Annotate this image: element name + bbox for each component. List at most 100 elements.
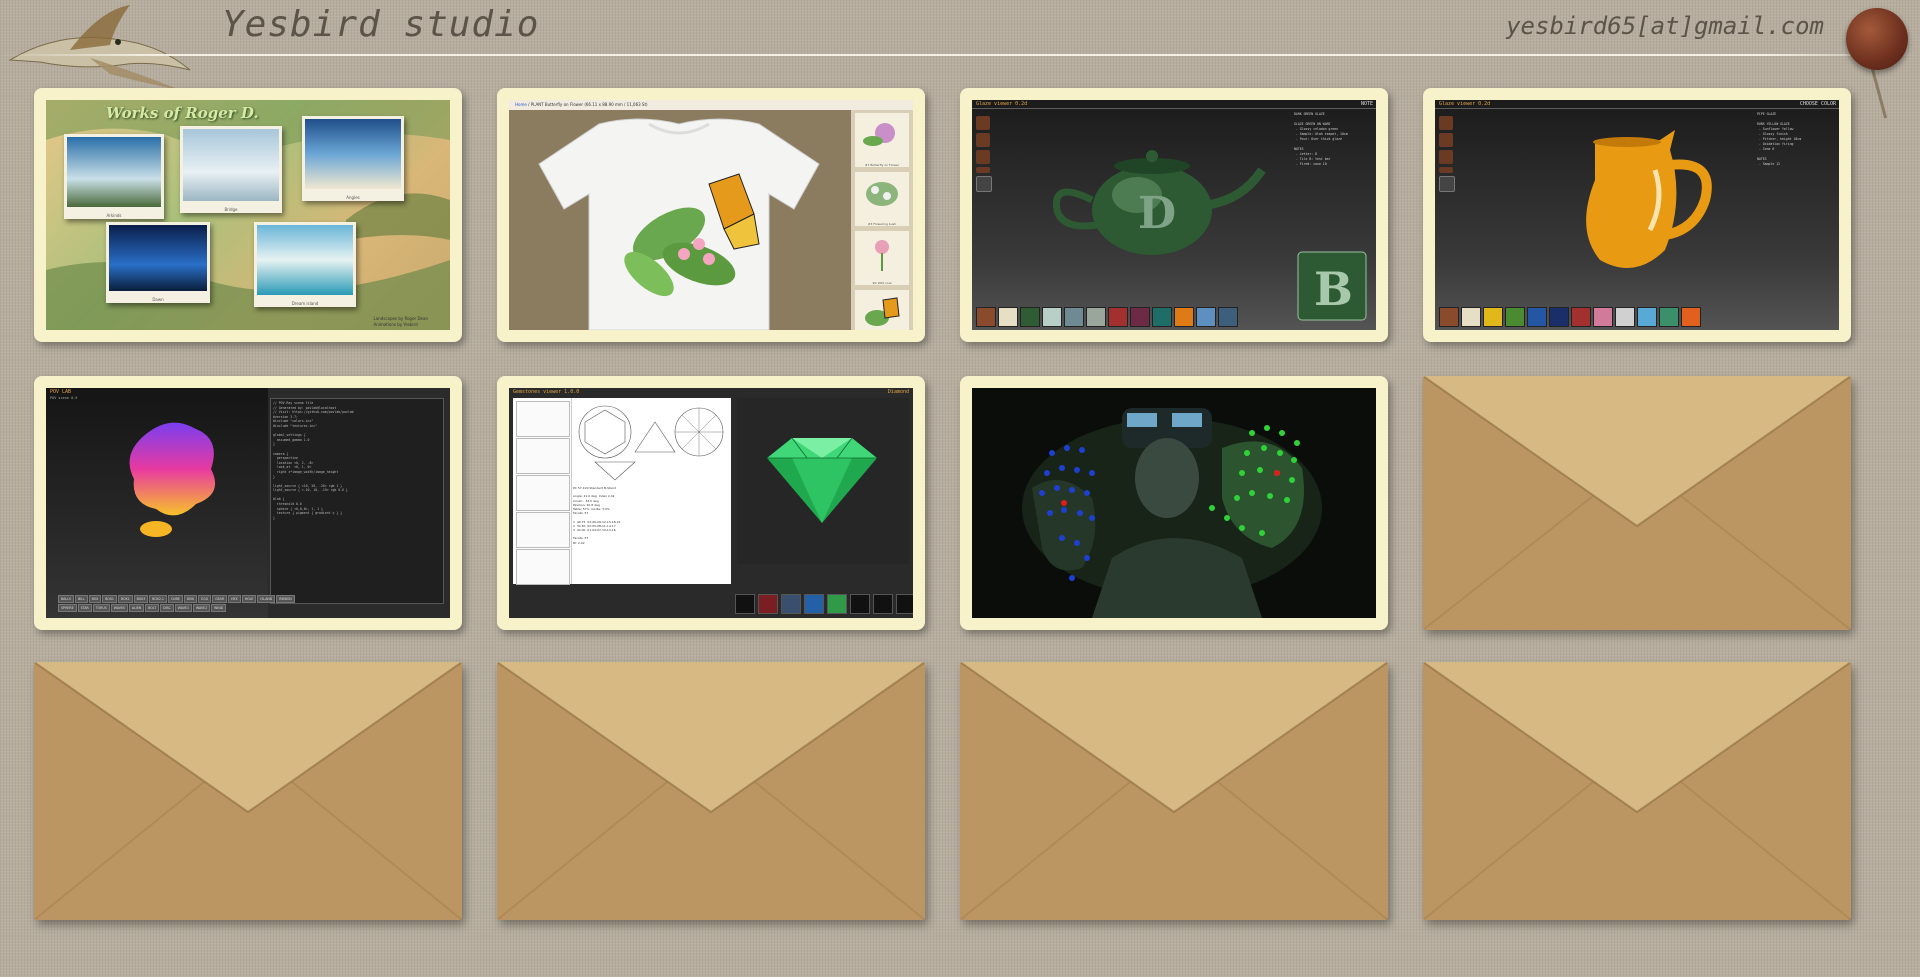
glaze-swatch[interactable] — [1020, 307, 1040, 327]
scene-button[interactable]: WAVE2 — [192, 604, 211, 612]
scene-button[interactable]: BALLS — [58, 595, 74, 603]
choose-color-button[interactable]: CHOOSE COLOR — [1799, 101, 1836, 107]
project-card-pov-lab[interactable]: POV LAB POV scene 0.9 // POV-Ray scene f… — [34, 376, 462, 630]
placeholder-envelope-card[interactable] — [497, 662, 925, 920]
project-card-roger-dean-gallery[interactable]: Works of Roger D. Arkinds Bridge Angles … — [34, 88, 462, 342]
plate-icon[interactable] — [976, 167, 990, 173]
project-card-glaze-pitcher[interactable]: Glaze viewer 0.2d CHOOSE COLOR PIPE GLAZ… — [1423, 88, 1851, 342]
scene-button[interactable]: BOLT — [145, 604, 160, 612]
scene-button[interactable]: BILL — [74, 595, 88, 603]
glaze-swatch[interactable] — [1174, 307, 1194, 327]
glaze-swatch[interactable] — [1593, 307, 1613, 327]
scene-button[interactable]: WAVE1 — [174, 604, 192, 612]
diagram-thumbnail[interactable] — [516, 401, 570, 437]
vase-icon[interactable] — [1439, 133, 1453, 147]
gem-swatch-empty[interactable] — [850, 594, 870, 614]
project-card-gemstones-viewer[interactable]: Gemstones viewer 1.0.0 Diamond PC 57-100… — [497, 376, 925, 630]
glaze-swatch[interactable] — [1086, 307, 1106, 327]
glaze-swatch[interactable] — [1042, 307, 1062, 327]
scene-button[interactable]: WAVES — [110, 604, 128, 612]
gem-swatch-sapphire[interactable] — [781, 594, 801, 614]
viewer-note-button[interactable]: NOTE — [1360, 101, 1373, 107]
glaze-swatch[interactable] — [1461, 307, 1481, 327]
glaze-swatch[interactable] — [1527, 307, 1547, 327]
pot-icon[interactable] — [1439, 116, 1453, 130]
design-thumbnail[interactable]: #7 Butterfly on Flower — [855, 113, 909, 167]
gallery-photo[interactable]: Bridge — [180, 126, 282, 213]
pot-icon[interactable] — [976, 116, 990, 130]
scene-button[interactable]: BOX2.1 — [149, 595, 167, 603]
scene-button[interactable]: BOX3 — [133, 595, 149, 603]
scene-button[interactable]: ISLAND — [257, 595, 276, 603]
design-thumbnail[interactable]: #3 Flowering bush — [855, 172, 909, 226]
glaze-swatch[interactable] — [1108, 307, 1128, 327]
contact-email[interactable]: yesbird65[at]gmail.com — [1506, 12, 1824, 40]
gem-swatch-blue[interactable] — [804, 594, 824, 614]
glaze-swatch[interactable] — [1615, 307, 1635, 327]
glaze-swatch[interactable] — [1130, 307, 1150, 327]
project-card-glaze-teapot[interactable]: Glaze viewer 0.2d NOTE D B DARK GREEN GL… — [960, 88, 1388, 342]
diagram-thumbnail[interactable] — [516, 475, 570, 511]
gem-swatch-ruby[interactable] — [758, 594, 778, 614]
scene-button[interactable]: DISC — [160, 604, 174, 612]
gem-swatch-emerald[interactable] — [827, 594, 847, 614]
placeholder-envelope-card[interactable] — [1423, 376, 1851, 630]
scene-button[interactable]: BOX1 — [102, 595, 117, 603]
cup-icon[interactable] — [976, 150, 990, 164]
glaze-swatch[interactable] — [1196, 307, 1216, 327]
glaze-swatch[interactable] — [1152, 307, 1172, 327]
upload-icon[interactable] — [1439, 176, 1455, 192]
gallery-photo[interactable]: Arkinds — [64, 134, 164, 219]
project-card-embroidery-shirt[interactable]: Home / PLANT Butterfly on Flower (66.11 … — [497, 88, 925, 342]
gem-3d-view[interactable] — [737, 398, 909, 564]
diagram-thumbnail[interactable] — [516, 512, 570, 548]
scene-button[interactable]: HOLE — [241, 595, 257, 603]
glaze-swatch[interactable] — [1505, 307, 1525, 327]
gallery-photo[interactable]: Dawn — [106, 222, 210, 303]
glaze-swatch[interactable] — [1064, 307, 1084, 327]
glaze-swatch[interactable] — [1659, 307, 1679, 327]
vase-icon[interactable] — [976, 133, 990, 147]
plate-icon[interactable] — [1439, 167, 1453, 173]
scene-button[interactable]: STAR — [77, 604, 92, 612]
project-card-hand-tracking[interactable] — [960, 376, 1388, 630]
glaze-notes: DARK GREEN GLAZE GLAZE GREEN ON WARE - G… — [1294, 112, 1348, 166]
scene-button[interactable]: RIBBON — [276, 595, 295, 603]
scene-button[interactable]: CUBE — [167, 595, 183, 603]
scene-button[interactable]: GEAR — [212, 595, 228, 603]
scene-button[interactable]: BOX — [88, 595, 102, 603]
cup-icon[interactable] — [1439, 150, 1453, 164]
gallery-photo[interactable]: Angles — [302, 116, 404, 201]
glaze-swatch[interactable] — [1439, 307, 1459, 327]
gem-swatch-clear[interactable] — [735, 594, 755, 614]
scene-button[interactable]: BOX2 — [117, 595, 133, 603]
upload-icon[interactable] — [976, 176, 992, 192]
placeholder-envelope-card[interactable] — [960, 662, 1388, 920]
placeholder-envelope-card[interactable] — [1423, 662, 1851, 920]
scene-button[interactable]: TORUS — [92, 604, 110, 612]
gem-swatch-empty[interactable] — [873, 594, 893, 614]
placeholder-envelope-card[interactable] — [34, 662, 462, 920]
gallery-photo[interactable]: Dream island — [254, 222, 356, 307]
breadcrumb-home-link[interactable]: Home — [515, 102, 527, 107]
glaze-swatch[interactable] — [998, 307, 1018, 327]
glaze-swatch[interactable] — [1549, 307, 1569, 327]
gem-swatch-empty[interactable] — [896, 594, 913, 614]
scene-button[interactable]: EGG — [198, 595, 212, 603]
diagram-thumbnail[interactable] — [516, 549, 570, 585]
diagram-thumbnail[interactable] — [516, 438, 570, 474]
scene-button[interactable]: DISK — [183, 595, 198, 603]
glaze-swatch[interactable] — [1571, 307, 1591, 327]
glaze-swatch[interactable] — [1483, 307, 1503, 327]
povlab-code-editor[interactable]: // POV-Ray scene file // Generated by: p… — [270, 398, 444, 604]
glaze-swatch[interactable] — [976, 307, 996, 327]
design-thumbnail[interactable]: #1 Butterfly — [855, 290, 909, 330]
glaze-swatch[interactable] — [1218, 307, 1238, 327]
glaze-swatch[interactable] — [1637, 307, 1657, 327]
scene-button[interactable]: SPHERE — [58, 604, 77, 612]
design-thumbnail[interactable]: #2 Wild rose — [855, 231, 909, 285]
glaze-swatch[interactable] — [1681, 307, 1701, 327]
scene-button[interactable]: ALIEN — [128, 604, 145, 612]
scene-button[interactable]: WIND — [211, 604, 227, 612]
scene-button[interactable]: HEX — [228, 595, 241, 603]
